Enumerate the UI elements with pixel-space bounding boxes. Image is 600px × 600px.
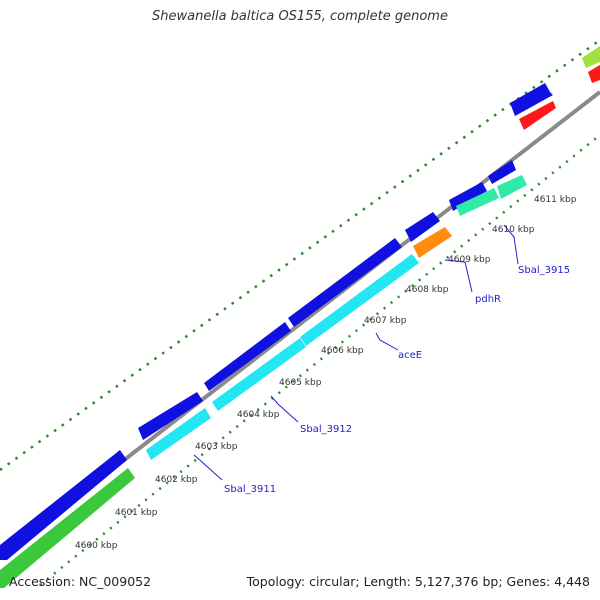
label-leader-lines	[193, 224, 519, 481]
topology-text: Topology: circular; Length: 5,127,376 bp…	[246, 574, 590, 589]
tick-label: 4603 kbp	[195, 442, 238, 452]
tick-label: 4609 kbp	[448, 255, 491, 265]
gene-label-sbal-3915[interactable]: Sbal_3915	[518, 265, 570, 276]
gene-orange-1[interactable]	[413, 227, 452, 258]
accession-text: Accession: NC_009052	[9, 574, 152, 589]
gene-label-sbal-3911[interactable]: Sbal_3911	[224, 484, 276, 495]
leader-line	[444, 259, 473, 293]
leader-line	[375, 332, 399, 351]
leader-line	[193, 454, 223, 481]
cds-arrow-1[interactable]	[0, 450, 127, 560]
gene-label-acee[interactable]: aceE	[398, 350, 422, 361]
outer-scale-ring	[0, 38, 600, 472]
tick-label: 4601 kbp	[115, 508, 158, 518]
gene-teal-2[interactable]	[497, 175, 527, 199]
cds-arrow-7[interactable]	[488, 160, 516, 184]
cds-arrow-5[interactable]	[405, 212, 440, 242]
tick-label: 4608 kbp	[406, 285, 449, 295]
cds-arrow-4[interactable]	[288, 238, 402, 327]
gene-teal-1[interactable]	[456, 188, 499, 216]
gene-arrow-top-2[interactable]	[519, 101, 556, 130]
cds-arrow-3[interactable]	[204, 322, 291, 391]
leader-line	[503, 224, 519, 265]
tick-label: 4605 kbp	[279, 378, 322, 388]
cds-arrow-2[interactable]	[138, 392, 203, 440]
map-title: Shewanella baltica OS155, complete genom…	[152, 9, 448, 24]
gene-green-1[interactable]	[0, 468, 135, 588]
tick-label: 4604 kbp	[237, 410, 280, 420]
tick-label: 4607 kbp	[364, 316, 407, 326]
gene-label-sbal-3912[interactable]: Sbal_3912	[300, 424, 352, 435]
leader-line	[270, 395, 299, 423]
cds-arrow-6[interactable]	[449, 182, 487, 211]
gene-cyan-1[interactable]	[146, 408, 211, 460]
tick-label: 4611 kbp	[534, 195, 577, 205]
gene-arrow-top-4[interactable]	[588, 65, 600, 83]
gene-arrow-top-1[interactable]	[510, 83, 553, 116]
gene-cyan-3[interactable]	[300, 254, 419, 346]
gene-label-pdhr[interactable]: pdhR	[475, 294, 501, 305]
tick-label: 4606 kbp	[321, 346, 364, 356]
gene-cyan-2[interactable]	[212, 338, 306, 411]
gene-arrow-top-3[interactable]	[582, 46, 600, 68]
tick-label: 4600 kbp	[75, 541, 118, 551]
tick-label: 4610 kbp	[492, 225, 535, 235]
tick-label: 4602 kbp	[155, 475, 198, 485]
